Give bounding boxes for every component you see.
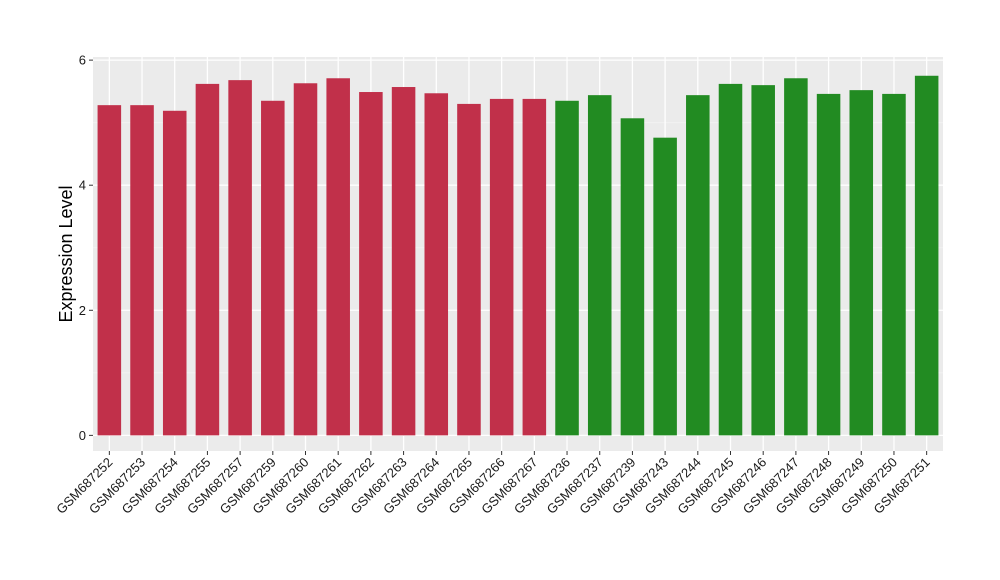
bar-GSM687251 <box>914 75 939 436</box>
y-axis: 0 2 4 6 <box>79 53 93 443</box>
bar-GSM687248 <box>816 93 841 436</box>
bar-GSM687236 <box>555 100 579 436</box>
bar-GSM687247 <box>784 78 808 436</box>
y-tick-label: 4 <box>79 178 86 193</box>
bar-GSM687254 <box>162 110 187 436</box>
y-tick-label: 0 <box>79 428 86 443</box>
bar-GSM687257 <box>228 80 252 436</box>
bar-GSM687267 <box>522 98 547 436</box>
bar-GSM687266 <box>489 98 514 436</box>
bar-GSM687239 <box>620 118 645 436</box>
bar-GSM687245 <box>718 83 743 436</box>
bar-GSM687237 <box>587 95 612 436</box>
y-tick-label: 2 <box>79 303 86 318</box>
bar-GSM687265 <box>457 103 481 436</box>
bar-GSM687264 <box>424 93 449 436</box>
bar-GSM687259 <box>261 100 285 436</box>
bar-GSM687255 <box>195 83 220 436</box>
bar-GSM687261 <box>326 78 350 436</box>
y-axis-title: Expression Level <box>56 185 76 322</box>
bar-GSM687246 <box>751 85 775 436</box>
bar-GSM687263 <box>391 87 416 436</box>
bar-GSM687250 <box>882 93 906 436</box>
y-tick-label: 6 <box>79 53 86 68</box>
bars <box>97 75 939 436</box>
plot-panel <box>93 57 943 451</box>
bar-GSM687244 <box>686 95 710 436</box>
bar-GSM687260 <box>293 83 318 436</box>
bar-GSM687262 <box>359 92 383 436</box>
x-axis: GSM687252GSM687253GSM687254GSM687255GSM6… <box>53 451 933 517</box>
bar-GSM687249 <box>849 90 874 436</box>
bar-GSM687252 <box>97 105 122 436</box>
bar-GSM687253 <box>130 105 154 436</box>
bar-GSM687243 <box>653 137 677 436</box>
